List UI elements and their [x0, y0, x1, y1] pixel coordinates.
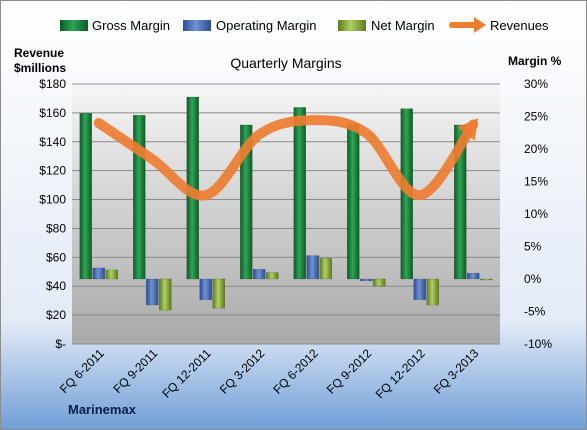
footer-company-name: Marinemax [68, 402, 137, 417]
right-tick-label: 20% [524, 142, 548, 156]
left-tick-label: $60 [46, 250, 66, 264]
bar-gross-margin-fq-9-2011 [133, 114, 146, 280]
legend-label-revenues: Revenues [490, 18, 549, 33]
legend-label-operating-margin: Operating Margin [216, 18, 316, 33]
left-tick-label: $120 [39, 164, 66, 178]
legend-swatch-revenues [449, 17, 486, 33]
chart-title: Quarterly Margins [230, 55, 341, 71]
right-tick-label: 30% [524, 77, 548, 91]
left-tick-label: $100 [39, 193, 66, 207]
left-tick-label: $80 [46, 221, 66, 235]
right-tick-label: -10% [524, 337, 552, 351]
left-axis-title-line1: Revenue [14, 46, 64, 60]
bar-operating-margin-fq-6-2011 [92, 267, 105, 280]
legend: Gross Margin Operating Margin Net Margin… [60, 17, 549, 33]
bar-net-margin-fq-9-2011 [159, 278, 172, 311]
bar-operating-margin-fq-3-2012 [253, 269, 266, 280]
bar-net-margin-fq-9-2012 [373, 278, 386, 287]
bar-net-margin-fq-6-2011 [105, 269, 118, 280]
left-tick-label: $- [55, 337, 66, 351]
revenue-layer [93, 115, 479, 201]
bar-gross-margin-fq-6-2012 [293, 107, 306, 280]
bar-gross-margin-fq-3-2012 [240, 124, 253, 280]
bar-operating-margin-fq-12-2012 [413, 278, 426, 301]
revenue-line [93, 115, 479, 201]
bar-operating-margin-fq-12-2011 [199, 278, 212, 301]
bar-net-margin-fq-3-2013 [480, 278, 493, 281]
right-tick-label: 15% [524, 175, 548, 189]
legend-label-gross-margin: Gross Margin [92, 18, 170, 33]
bar-operating-margin-fq-9-2012 [360, 278, 373, 282]
bar-gross-margin-fq-9-2012 [347, 124, 360, 280]
right-tick-label: 5% [524, 240, 542, 254]
legend-swatch-net-margin [338, 20, 366, 31]
bar-net-margin-fq-12-2011 [212, 278, 225, 309]
bar-operating-margin-fq-9-2011 [146, 278, 159, 306]
left-axis-title-line2: $millions [14, 61, 66, 75]
bar-gross-margin-fq-3-2013 [454, 124, 467, 280]
right-axis-ticks: -10% -5% 0% 5% 10% 15% 20% 25% 30% [524, 77, 552, 351]
bar-operating-margin-fq-3-2013 [467, 272, 480, 280]
left-tick-label: $40 [46, 279, 66, 293]
bar-operating-margin-fq-6-2012 [306, 255, 319, 280]
right-tick-label: 25% [524, 110, 548, 124]
legend-label-net-margin: Net Margin [371, 18, 435, 33]
left-tick-label: $180 [39, 77, 66, 91]
right-tick-label: 10% [524, 207, 548, 221]
right-axis-title: Margin % [508, 54, 562, 68]
bar-net-margin-fq-3-2012 [266, 272, 279, 280]
bar-gross-margin-fq-6-2011 [79, 113, 92, 280]
right-tick-label: 0% [524, 272, 542, 286]
bar-net-margin-fq-12-2012 [426, 278, 439, 306]
left-tick-label: $140 [39, 135, 66, 149]
left-tick-label: $20 [46, 308, 66, 322]
right-tick-label: -5% [524, 305, 546, 319]
revenue-arrowhead [457, 118, 479, 141]
legend-swatch-gross-margin [60, 20, 88, 31]
legend-swatch-operating-margin [183, 20, 211, 31]
left-axis-ticks: $- $20 $40 $60 $80 $100 $120 $140 $160 $180 [39, 77, 66, 351]
left-tick-label: $160 [39, 106, 66, 120]
bar-net-margin-fq-6-2012 [319, 257, 332, 280]
